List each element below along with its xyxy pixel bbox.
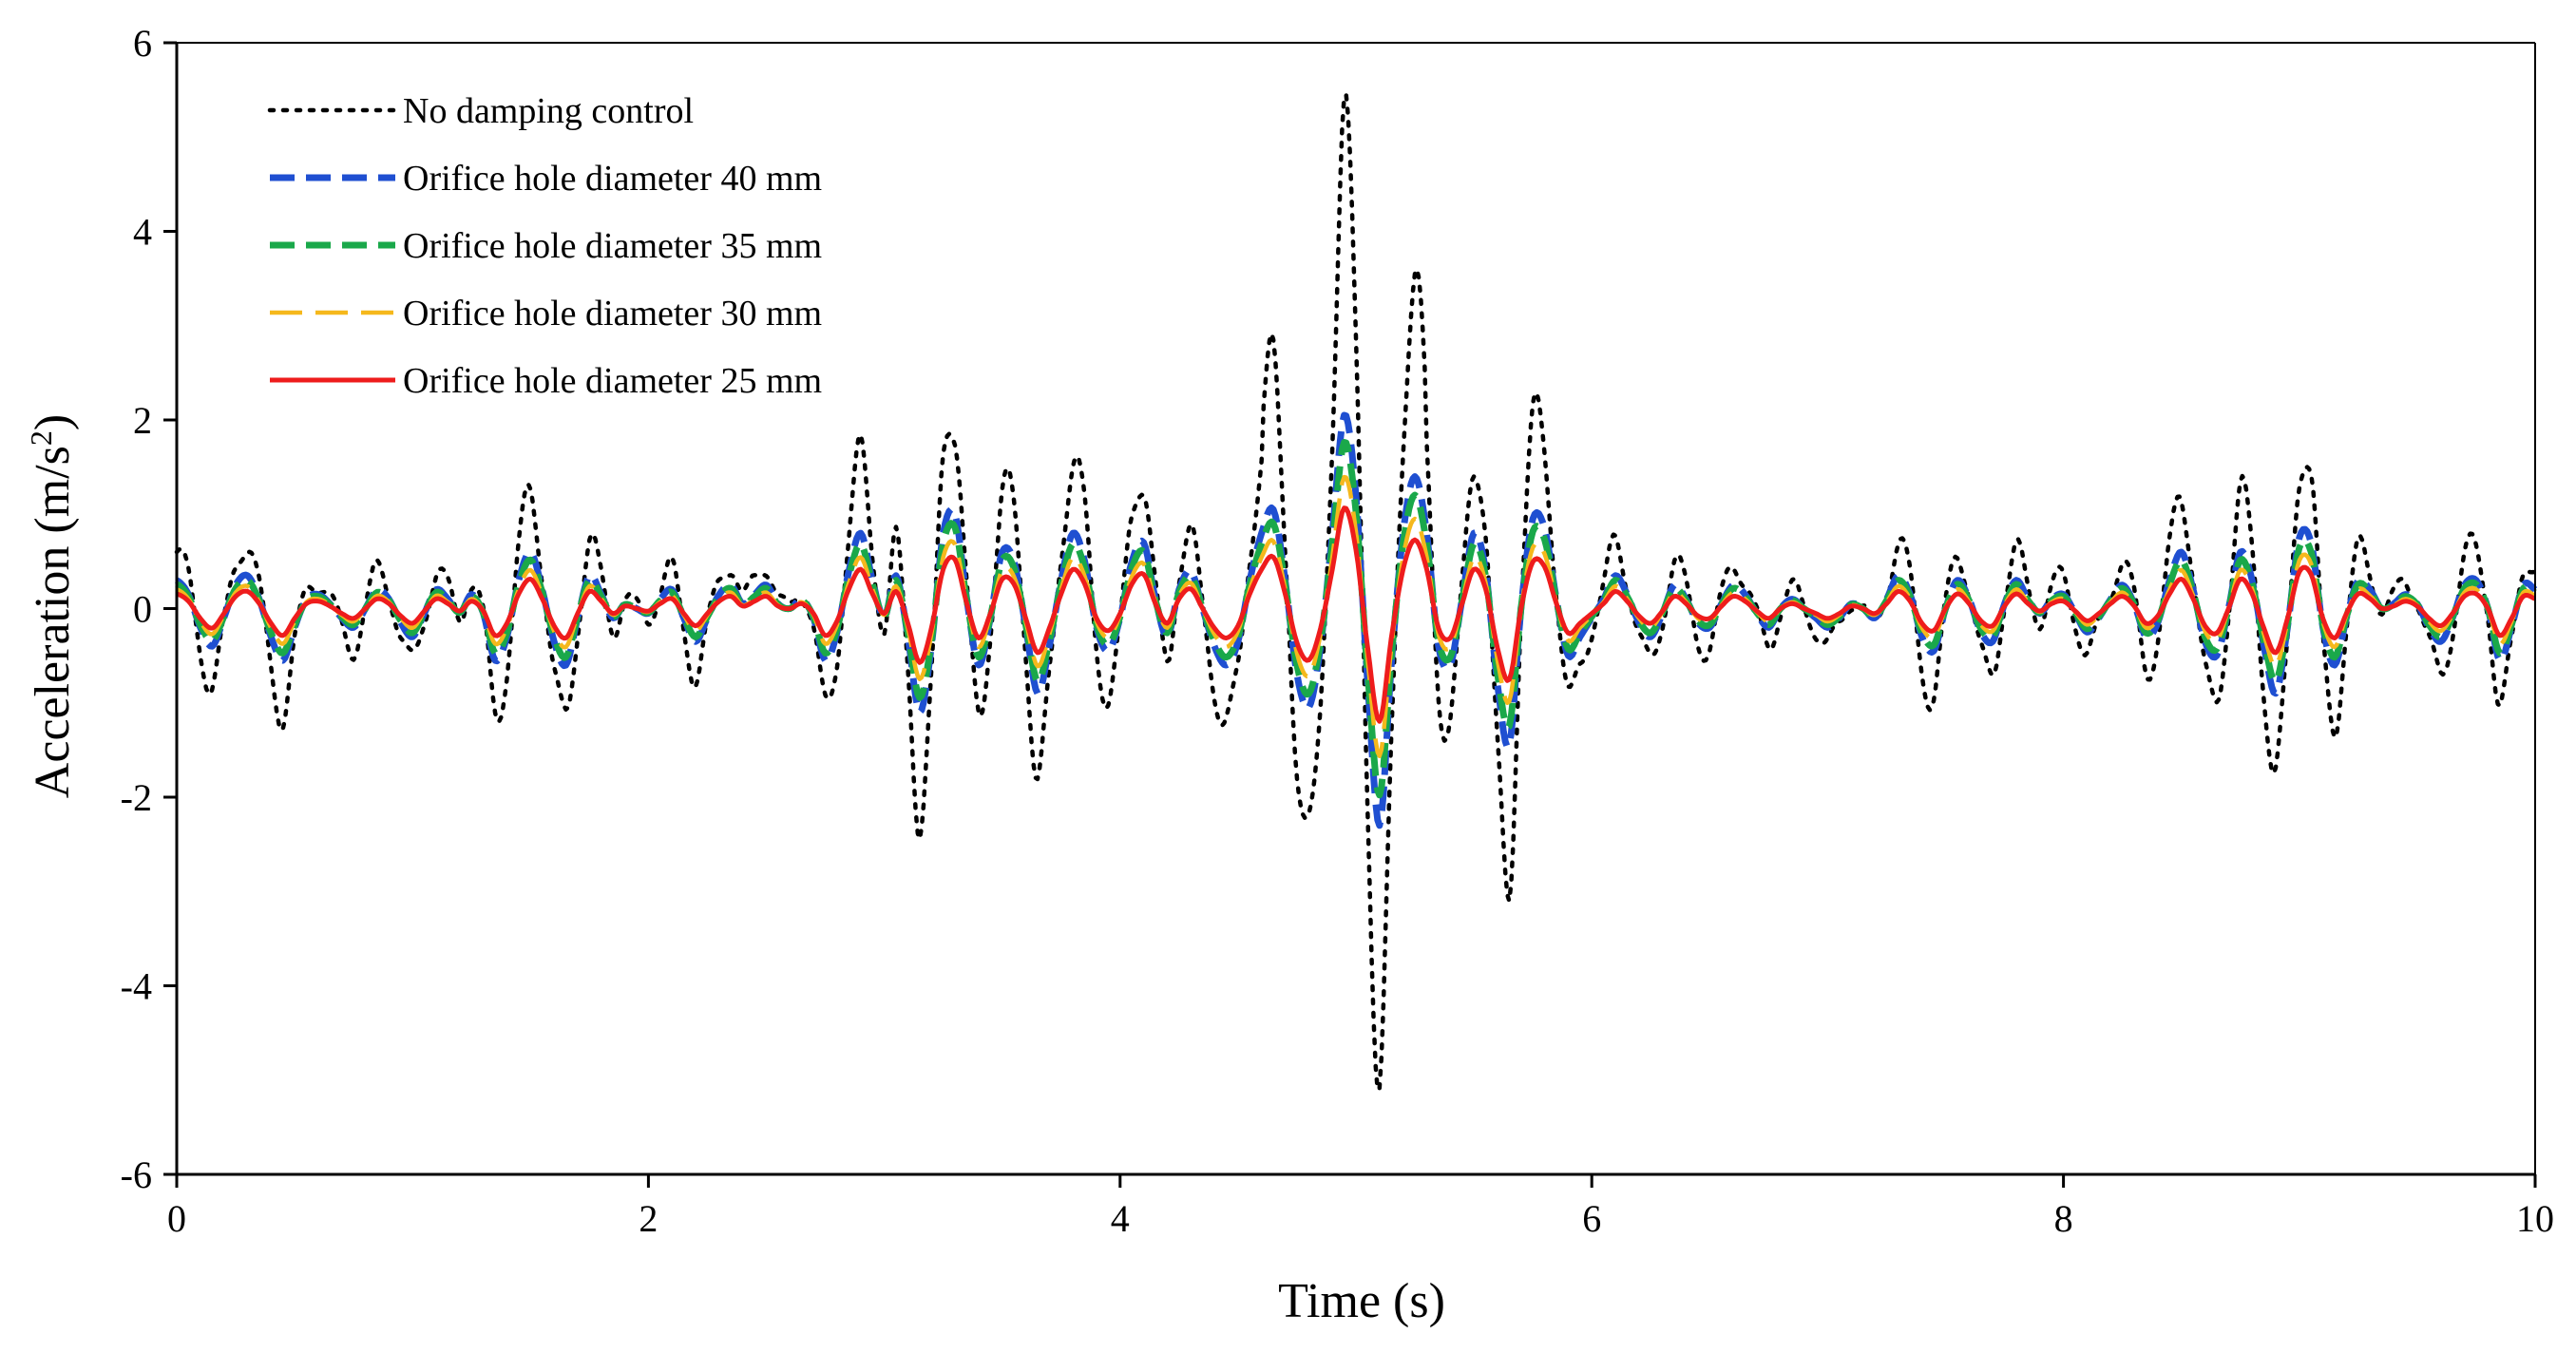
y-tick-label: 0 — [133, 588, 152, 631]
x-tick-label: 10 — [2516, 1197, 2554, 1240]
y-axis-title-close: ) — [26, 414, 80, 430]
series-line-4 — [176, 505, 2536, 724]
legend-label-2: Orifice hole diameter 35 mm — [403, 226, 822, 266]
x-tick-label: 2 — [639, 1197, 658, 1240]
y-tick-label: 4 — [133, 211, 152, 254]
x-tick-label: 6 — [1582, 1197, 1601, 1240]
y-tick-label: 6 — [133, 22, 152, 65]
legend-label-3: Orifice hole diameter 30 mm — [403, 294, 822, 333]
plot-lines — [174, 92, 2538, 1093]
x-tick-label: 0 — [167, 1197, 186, 1240]
y-axis-title-sup: 2 — [24, 430, 58, 446]
x-axis-title: Time (s) — [1278, 1274, 1445, 1328]
legend-label-0: No damping control — [403, 91, 694, 131]
y-tick-label: -6 — [121, 1153, 152, 1196]
y-axis-title-main: Acceleration (m/s — [26, 446, 80, 798]
y-tick-label: -4 — [121, 965, 152, 1008]
y-tick-label: 2 — [133, 399, 152, 442]
ticks: -6 -4 -2 0 2 4 6 0 2 4 6 8 10 — [121, 22, 2554, 1240]
x-tick-label: 4 — [1111, 1197, 1130, 1240]
legend: No damping control Orifice hole diameter … — [267, 91, 822, 401]
y-tick-label: -2 — [121, 776, 152, 819]
series-line-0 — [174, 92, 2538, 1093]
legend-label-1: Orifice hole diameter 40 mm — [403, 159, 822, 199]
x-tick-label: 8 — [2054, 1197, 2073, 1240]
legend-label-4: Orifice hole diameter 25 mm — [403, 361, 822, 401]
y-axis-title: Acceleration (m/s2) — [24, 414, 80, 798]
